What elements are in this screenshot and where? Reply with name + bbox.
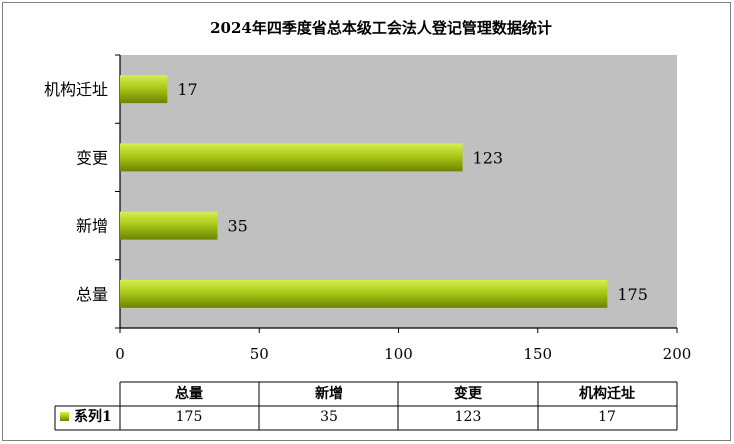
data-label: 123 bbox=[473, 148, 504, 167]
data-table-value-1: 175 bbox=[176, 409, 203, 425]
data-table: 总量 新增 变更 机构迁址 系列1 175 35 123 17 bbox=[54, 381, 678, 431]
bar bbox=[120, 75, 168, 104]
bar bbox=[120, 279, 608, 308]
category-label: 机构迁址 bbox=[44, 80, 108, 99]
bar-series bbox=[120, 75, 608, 308]
value-tick-label: 0 bbox=[115, 345, 125, 363]
value-axis: 0 50 100 150 200 bbox=[115, 327, 692, 363]
data-table-value-2: 35 bbox=[320, 409, 338, 425]
data-table-value-4: 17 bbox=[598, 409, 616, 425]
data-labels: 17 123 35 175 bbox=[177, 80, 648, 304]
data-label: 175 bbox=[617, 285, 648, 304]
value-tick-label: 200 bbox=[663, 345, 692, 363]
category-label: 新增 bbox=[76, 217, 108, 236]
chart-title: 2024年四季度省总本级工会法人登记管理数据统计 bbox=[210, 19, 552, 37]
category-label: 总量 bbox=[76, 285, 108, 304]
data-table-header-1: 总量 bbox=[175, 385, 203, 402]
value-tick-label: 100 bbox=[384, 345, 413, 363]
bar bbox=[120, 143, 463, 172]
data-label: 35 bbox=[227, 217, 247, 236]
data-table-header-3: 变更 bbox=[454, 385, 483, 402]
value-tick-label: 150 bbox=[523, 345, 552, 363]
data-label: 17 bbox=[177, 80, 197, 99]
bar bbox=[120, 211, 218, 240]
legend-swatch bbox=[60, 412, 69, 421]
value-tick-label: 50 bbox=[250, 345, 269, 363]
category-label: 变更 bbox=[76, 148, 108, 167]
data-table-header-4: 机构迁址 bbox=[579, 385, 635, 402]
data-table-value-3: 123 bbox=[455, 409, 482, 425]
data-table-row-label: 系列1 bbox=[74, 408, 112, 425]
data-table-header-2: 新增 bbox=[315, 385, 343, 402]
